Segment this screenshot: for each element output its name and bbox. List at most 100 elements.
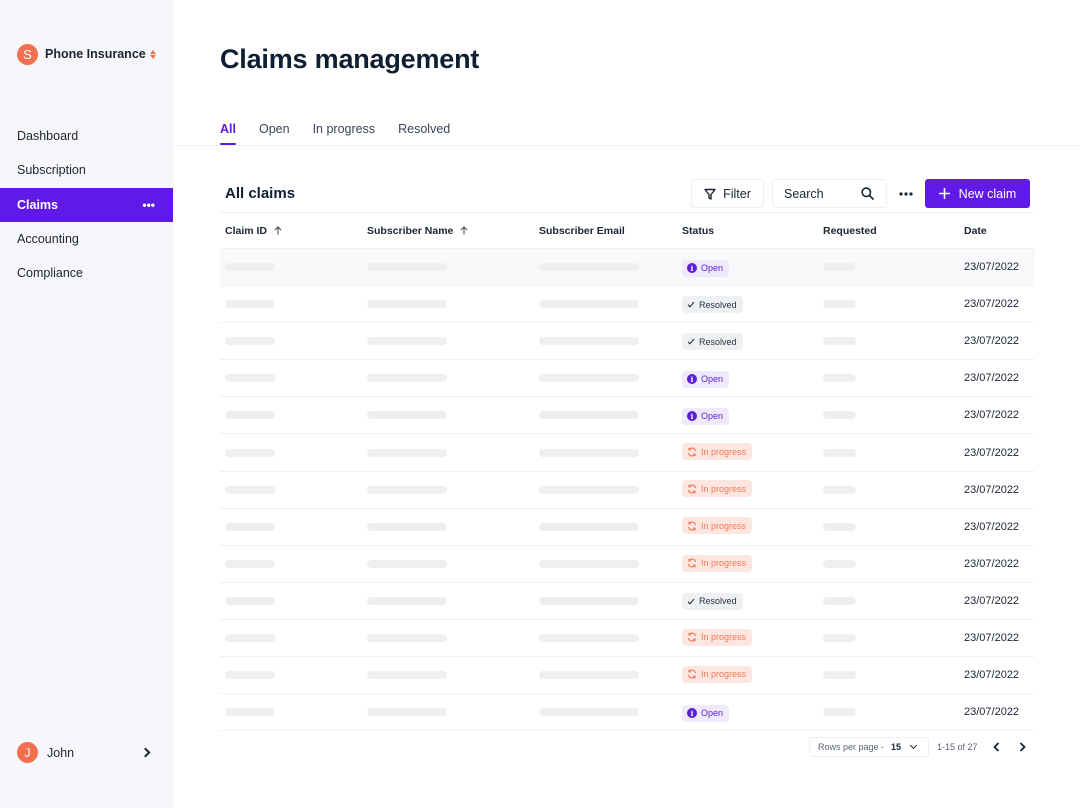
cell-date: 23/07/2022	[964, 706, 1020, 719]
skeleton-placeholder	[225, 448, 275, 457]
tab-resolved[interactable]: Resolved	[398, 122, 451, 136]
table-row[interactable]: In progress 23/07/2022	[220, 657, 1035, 695]
skeleton-placeholder	[367, 263, 447, 272]
sort-arrow-up-icon[interactable]	[274, 226, 282, 235]
table-row[interactable]: In progress 23/07/2022	[220, 434, 1035, 472]
cell-subscriber-email	[534, 411, 677, 420]
chevron-left-icon	[993, 742, 1000, 752]
skeleton-placeholder	[539, 263, 639, 272]
search-icon[interactable]	[861, 187, 874, 200]
status-badge: i Open	[682, 370, 730, 388]
sidebar-item-dashboard[interactable]: Dashboard	[17, 129, 79, 144]
table-header: Claim ID Subscriber Name Subscriber Emai…	[220, 212, 1035, 249]
tab-open[interactable]: Open	[258, 122, 290, 136]
org-switcher[interactable]: S Phone Insurance	[17, 43, 167, 65]
skeleton-placeholder	[225, 485, 275, 494]
status-tabs: All Open In progress Resolved	[220, 120, 473, 145]
refresh-icon	[687, 447, 697, 457]
cell-date: 23/07/2022	[964, 669, 1020, 682]
table-body: i Open 23/07/2022 Resolved 23/07/2022 Resolve…	[220, 249, 1035, 732]
sidebar-item-claims[interactable]: Claims •••	[0, 187, 173, 222]
cell-status: In progress	[677, 628, 818, 648]
status-badge: Resolved	[682, 592, 743, 610]
chevron-right-icon	[1019, 742, 1026, 752]
next-page-button[interactable]	[1016, 737, 1030, 757]
table-row[interactable]: Resolved 23/07/2022	[220, 286, 1035, 324]
cell-subscriber-name	[361, 411, 534, 420]
column-date[interactable]: Date	[964, 224, 987, 237]
column-subscriber-email[interactable]: Subscriber Email	[539, 224, 625, 237]
tabs-divider	[173, 145, 1080, 146]
search-input[interactable]	[784, 186, 854, 201]
chevron-down-icon	[910, 741, 918, 750]
cell-subscriber-email	[534, 263, 677, 272]
table-row[interactable]: In progress 23/07/2022	[220, 472, 1035, 509]
cell-claim-id	[220, 596, 361, 605]
skeleton-placeholder	[367, 522, 447, 531]
cell-date: 23/07/2022	[964, 261, 1020, 274]
status-badge: Resolved	[682, 296, 743, 314]
cell-date: 23/07/2022	[964, 483, 1020, 496]
cell-status: Resolved	[677, 592, 818, 610]
cell-subscriber-name	[361, 596, 534, 605]
table-row[interactable]: In progress 23/07/2022	[220, 546, 1035, 583]
status-badge: i Open	[682, 704, 730, 722]
more-horizontal-icon[interactable]: •••	[142, 197, 155, 212]
skeleton-placeholder	[539, 374, 639, 383]
table-row[interactable]: i Open 23/07/2022	[220, 397, 1035, 435]
skeleton-placeholder	[225, 300, 275, 309]
skeleton-placeholder	[823, 374, 856, 383]
cell-claim-id	[220, 448, 361, 457]
table-row[interactable]: i Open 23/07/2022	[220, 694, 1035, 732]
cell-subscriber-name	[361, 337, 534, 346]
search-box[interactable]	[772, 179, 887, 208]
claims-table: Claim ID Subscriber Name Subscriber Emai…	[220, 212, 1035, 732]
column-requested[interactable]: Requested	[823, 224, 877, 237]
cell-subscriber-email	[534, 596, 677, 605]
cell-subscriber-name	[361, 559, 534, 568]
skeleton-placeholder	[225, 559, 275, 568]
previous-page-button[interactable]	[990, 737, 1004, 757]
main-content: Claims management All Open In progress R…	[173, 0, 1080, 808]
column-subscriber-name[interactable]: Subscriber Name	[361, 225, 534, 237]
rows-per-page-select[interactable]: Rows per page - 15	[809, 737, 929, 757]
table-row[interactable]: Resolved 23/07/2022	[220, 583, 1035, 620]
new-claim-button[interactable]: New claim	[925, 179, 1030, 208]
table-row[interactable]: i Open 23/07/2022	[220, 360, 1035, 398]
sort-arrow-up-icon[interactable]	[460, 226, 468, 235]
table-row[interactable]: In progress 23/07/2022	[220, 620, 1035, 658]
skeleton-placeholder	[367, 708, 447, 717]
column-status[interactable]: Status	[682, 224, 715, 237]
refresh-icon	[687, 632, 697, 642]
cell-requested	[818, 708, 960, 717]
cell-claim-id	[220, 559, 361, 568]
sidebar-item-compliance[interactable]: Compliance	[17, 266, 84, 281]
skeleton-placeholder	[823, 671, 856, 680]
filter-button[interactable]: Filter	[691, 179, 764, 208]
table-row[interactable]: In progress 23/07/2022	[220, 509, 1035, 546]
tab-all[interactable]: All	[220, 120, 236, 145]
user-menu[interactable]: J John	[17, 742, 157, 763]
refresh-icon	[687, 669, 697, 679]
sidebar-item-subscription[interactable]: Subscription	[17, 163, 86, 178]
cell-status: In progress	[677, 517, 818, 536]
cell-subscriber-name	[361, 263, 534, 272]
table-row[interactable]: Resolved 23/07/2022	[220, 323, 1035, 361]
skeleton-placeholder	[823, 448, 856, 457]
column-claim-id[interactable]: Claim ID	[220, 225, 361, 237]
info-icon: i	[687, 708, 697, 719]
skeleton-placeholder	[823, 263, 856, 272]
pagination: Rows per page - 15 1-15 of 27	[809, 737, 1030, 757]
more-options-button[interactable]	[899, 179, 913, 208]
tab-in-progress[interactable]: In progress	[312, 122, 376, 136]
sidebar-item-accounting[interactable]: Accounting	[17, 232, 79, 247]
refresh-icon	[687, 558, 697, 568]
cell-status: In progress	[677, 480, 818, 499]
table-row[interactable]: i Open 23/07/2022	[220, 249, 1035, 287]
sort-updown-icon[interactable]	[148, 49, 158, 59]
skeleton-placeholder	[225, 411, 275, 420]
cell-claim-id	[220, 337, 361, 346]
skeleton-placeholder	[539, 671, 639, 680]
cell-status: In progress	[677, 443, 818, 462]
cell-claim-id	[220, 671, 361, 680]
